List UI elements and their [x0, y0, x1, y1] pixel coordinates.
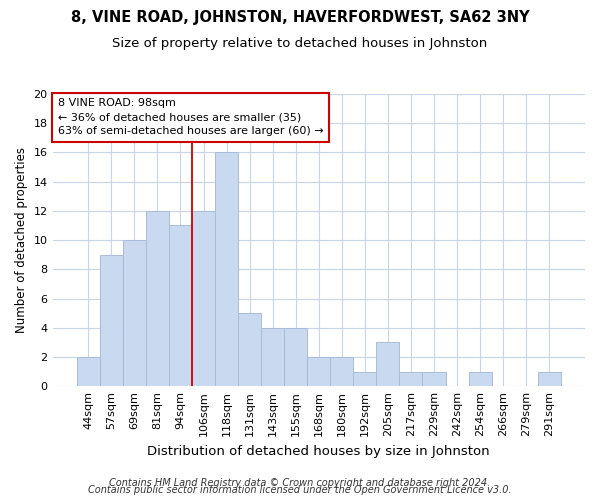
Bar: [538, 372, 561, 386]
Bar: [469, 372, 491, 386]
Text: Size of property relative to detached houses in Johnston: Size of property relative to detached ho…: [112, 38, 488, 51]
Bar: [146, 211, 169, 386]
Y-axis label: Number of detached properties: Number of detached properties: [15, 147, 28, 333]
Bar: [422, 372, 446, 386]
Text: Contains HM Land Registry data © Crown copyright and database right 2024.: Contains HM Land Registry data © Crown c…: [109, 478, 491, 488]
Bar: [192, 211, 215, 386]
Bar: [238, 313, 261, 386]
Bar: [376, 342, 400, 386]
Bar: [330, 357, 353, 386]
Bar: [169, 226, 192, 386]
Text: 8, VINE ROAD, JOHNSTON, HAVERFORDWEST, SA62 3NY: 8, VINE ROAD, JOHNSTON, HAVERFORDWEST, S…: [71, 10, 529, 25]
Bar: [400, 372, 422, 386]
Text: 8 VINE ROAD: 98sqm
← 36% of detached houses are smaller (35)
63% of semi-detache: 8 VINE ROAD: 98sqm ← 36% of detached hou…: [58, 98, 323, 136]
Bar: [123, 240, 146, 386]
Bar: [100, 254, 123, 386]
Bar: [261, 328, 284, 386]
Bar: [215, 152, 238, 386]
Bar: [284, 328, 307, 386]
X-axis label: Distribution of detached houses by size in Johnston: Distribution of detached houses by size …: [148, 444, 490, 458]
Text: Contains public sector information licensed under the Open Government Licence v3: Contains public sector information licen…: [88, 485, 512, 495]
Bar: [353, 372, 376, 386]
Bar: [307, 357, 330, 386]
Bar: [77, 357, 100, 386]
